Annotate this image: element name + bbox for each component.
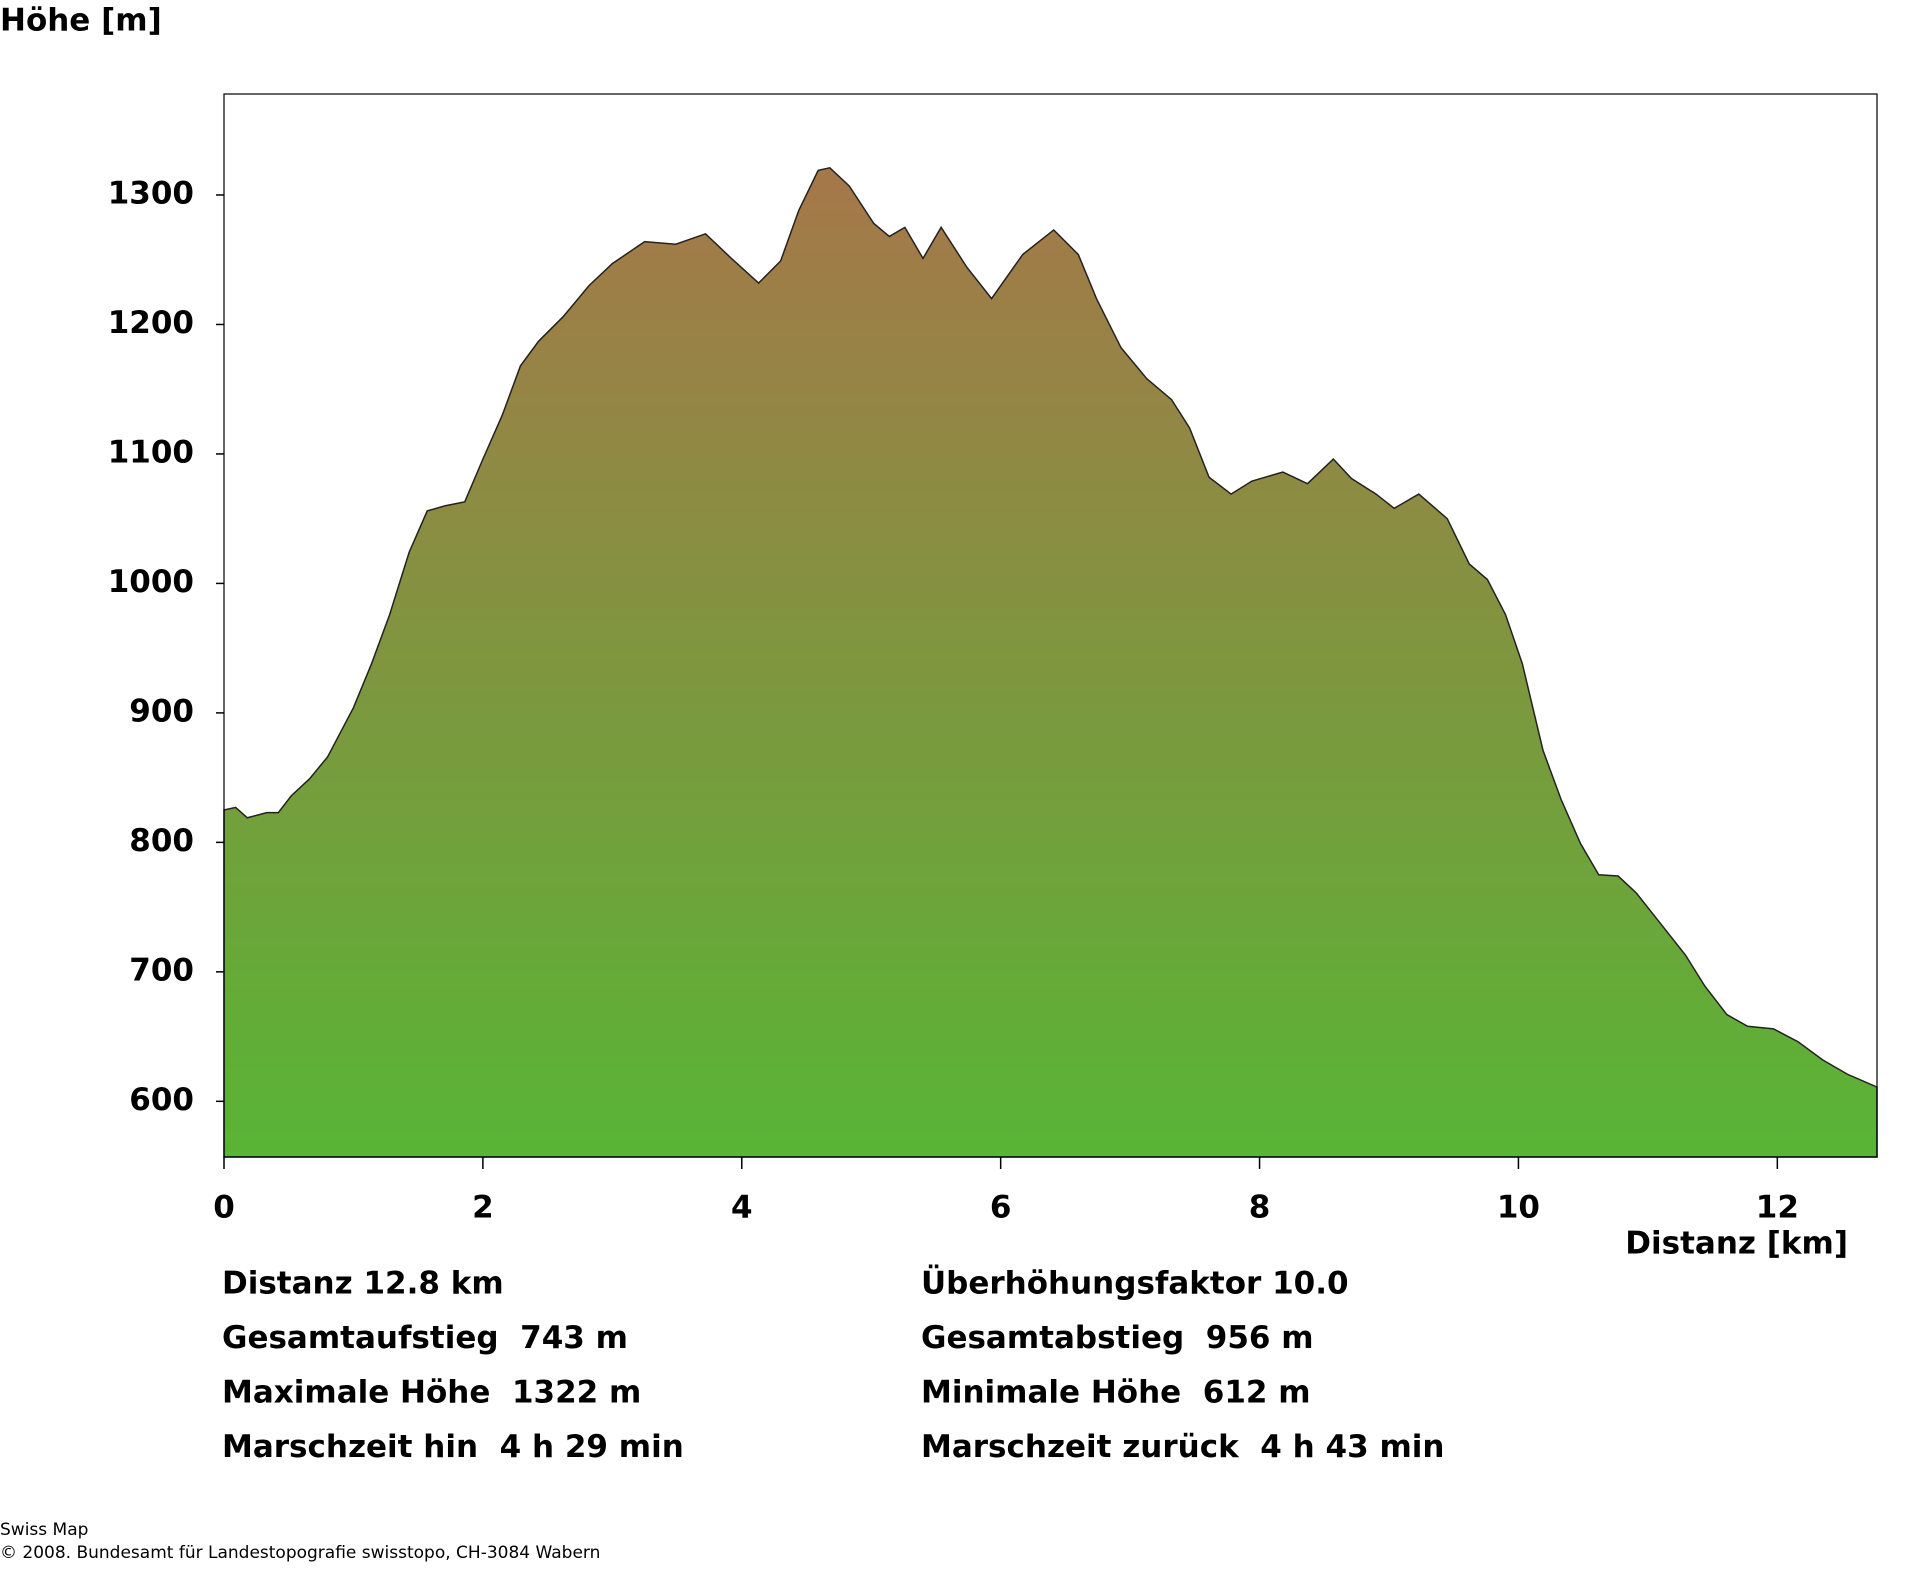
- x-tick-label: 8: [1249, 1190, 1271, 1226]
- y-tick-label: 900: [129, 693, 194, 729]
- x-tick-label: 6: [990, 1190, 1012, 1226]
- x-tick-label: 10: [1497, 1190, 1540, 1226]
- stat: Minimale Höhe 612 m: [921, 1375, 1311, 1411]
- y-tick-label: 800: [129, 823, 194, 859]
- y-tick-label: 1300: [108, 175, 194, 211]
- stat: Distanz 12.8 km: [222, 1266, 504, 1302]
- x-tick-label: 2: [472, 1190, 494, 1226]
- y-tick-label: 1000: [108, 564, 194, 600]
- source: Swiss Map: [0, 1520, 88, 1540]
- x-tick-label: 0: [213, 1190, 235, 1226]
- stat: Überhöhungsfaktor 10.0: [921, 1265, 1349, 1302]
- plot-frame: [223, 93, 1878, 1158]
- stat: Gesamtabstieg 956 m: [921, 1320, 1314, 1356]
- stat: Gesamtaufstieg 743 m: [222, 1320, 628, 1356]
- y-axis-label: Höhe [m]: [0, 3, 162, 39]
- source: © 2008. Bundesamt für Landestopografie s…: [0, 1543, 600, 1563]
- y-tick-label: 700: [129, 952, 194, 988]
- stat: Maximale Höhe 1322 m: [222, 1375, 641, 1411]
- y-tick-label: 600: [129, 1082, 194, 1118]
- stat: Marschzeit zurück 4 h 43 min: [921, 1429, 1444, 1465]
- elevation-area: [223, 166, 1878, 1158]
- x-tick-label: 4: [731, 1190, 753, 1226]
- x-tick-label: 12: [1756, 1190, 1799, 1226]
- y-tick-label: 1200: [108, 305, 194, 341]
- x-axis-label: Distanz [km]: [1625, 1226, 1848, 1262]
- y-tick-label: 1100: [108, 434, 194, 470]
- stat: Marschzeit hin 4 h 29 min: [222, 1429, 684, 1465]
